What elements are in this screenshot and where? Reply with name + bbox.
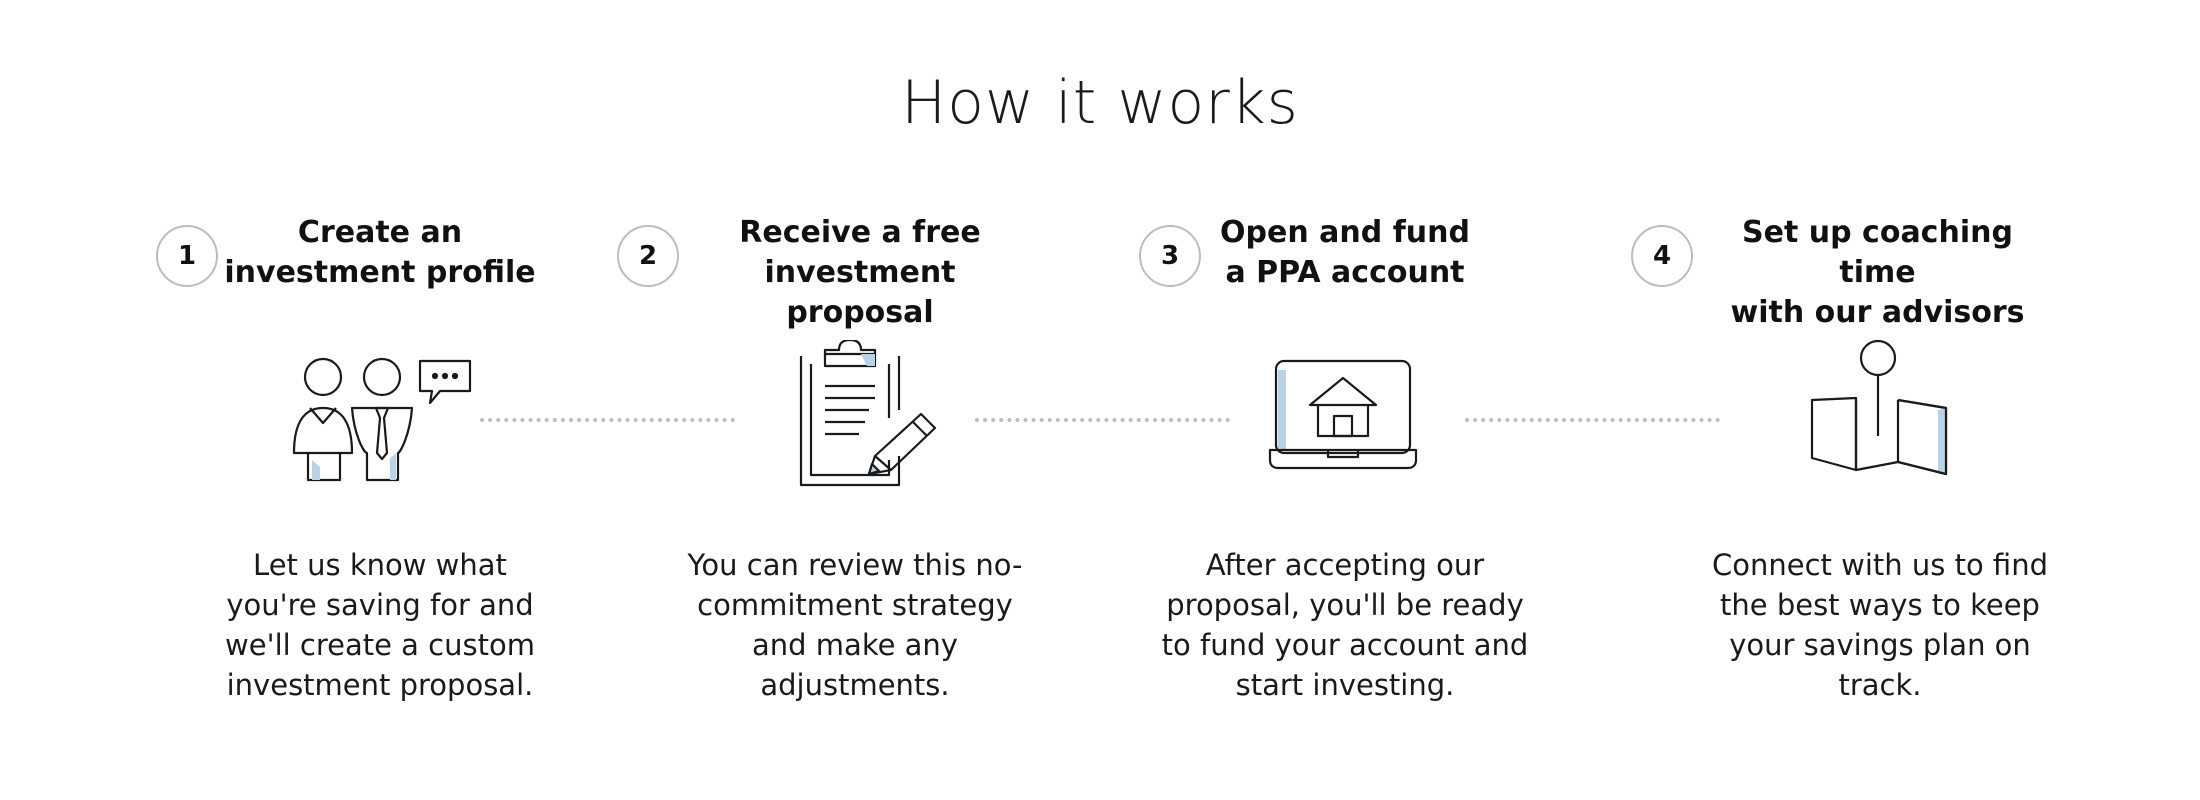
- step-3-title: Open and fund a PPA account: [1220, 215, 1470, 290]
- map-pin-icon: [1808, 338, 1953, 485]
- clipboard-pencil-icon: [795, 338, 945, 495]
- step-2-description: You can review this no-commitment strate…: [687, 548, 1023, 702]
- step-connector: [480, 418, 735, 422]
- step-1-title: Create an investment profile: [224, 215, 536, 290]
- step-2-number: 2: [617, 225, 679, 287]
- step-4-description: Connect with us to find the best ways to…: [1712, 548, 2048, 702]
- step-3-description: After accepting our proposal, you'll be …: [1161, 548, 1529, 702]
- step-1-number: 1: [156, 225, 218, 287]
- step-4-number: 4: [1631, 225, 1693, 287]
- step-4-title: Set up coaching time with our advisors: [1730, 215, 2025, 330]
- people-conversation-icon: [290, 355, 480, 495]
- step-1-description: Let us know what you're saving for and w…: [225, 548, 535, 702]
- step-connector: [975, 418, 1230, 422]
- step-3-number: 3: [1139, 225, 1201, 287]
- page-title: How it works: [901, 68, 1299, 138]
- laptop-house-icon: [1268, 358, 1418, 478]
- step-connector: [1465, 418, 1720, 422]
- step-2-title: Receive a free investment proposal: [739, 215, 981, 330]
